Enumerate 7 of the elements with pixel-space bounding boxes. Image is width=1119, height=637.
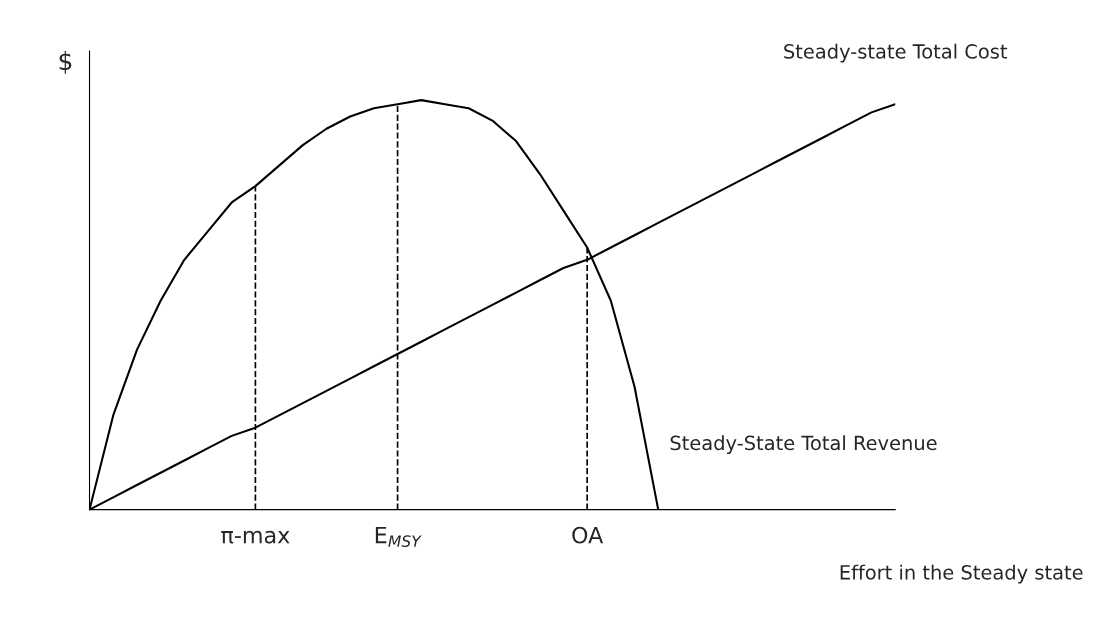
series-label: Steady-State Total Revenue xyxy=(670,435,937,455)
x-axis-title: Effort in the Steady state xyxy=(840,564,1083,584)
text: Steady-state Total Cost xyxy=(784,43,1008,63)
x-tick-label: E$_{MSY}$ xyxy=(375,526,422,547)
x-tick-label: π-max xyxy=(221,530,290,544)
y-axis-title: $ xyxy=(59,50,72,74)
x-tick-label: OA xyxy=(572,526,604,544)
